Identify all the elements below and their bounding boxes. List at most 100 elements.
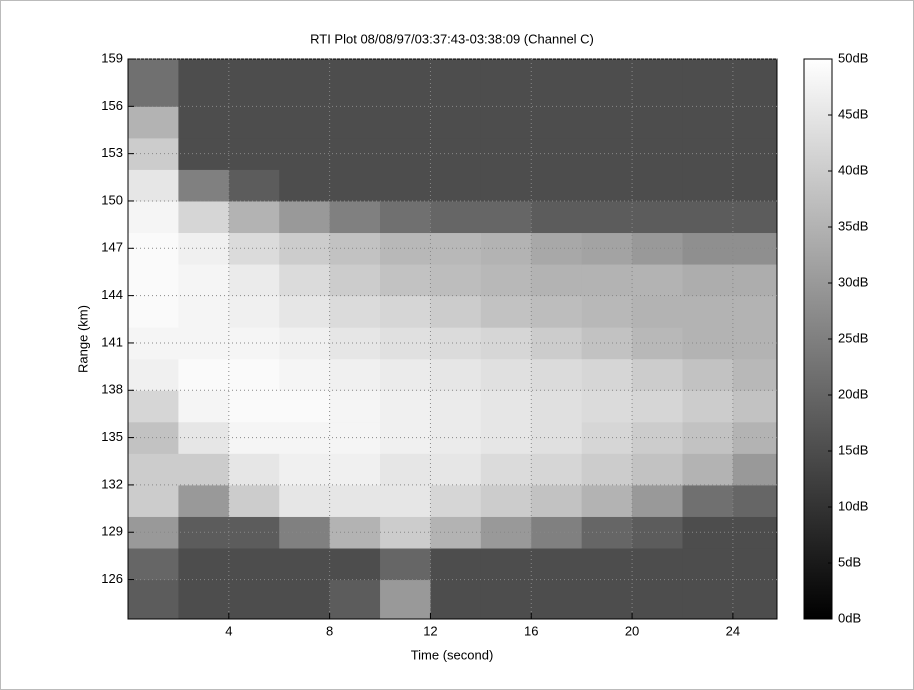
cell	[128, 390, 179, 423]
cell	[178, 579, 230, 619]
cell	[430, 421, 482, 454]
colorbar-tick-label: 30dB	[838, 274, 868, 289]
cell	[228, 358, 280, 391]
cell	[279, 106, 331, 139]
x-tick-label: 12	[423, 623, 437, 638]
cell	[682, 390, 734, 423]
cell	[430, 548, 482, 581]
cell	[531, 264, 583, 297]
cell	[329, 548, 381, 581]
cell	[531, 579, 583, 619]
cell	[531, 106, 583, 139]
x-axis-label: Time (second)	[411, 647, 494, 662]
cell	[480, 358, 532, 391]
cell	[228, 264, 280, 297]
cell	[329, 453, 381, 486]
cell	[178, 295, 230, 328]
cell	[531, 358, 583, 391]
cell	[279, 579, 331, 619]
cell	[329, 295, 381, 328]
colorbar-tick-label: 15dB	[838, 442, 868, 457]
cell	[732, 200, 777, 234]
cell	[178, 358, 230, 391]
cell	[581, 264, 633, 297]
y-tick-label: 129	[101, 524, 123, 539]
cell	[581, 358, 633, 391]
cell	[531, 453, 583, 486]
colorbar-tick-label: 25dB	[838, 330, 868, 345]
cell	[732, 295, 777, 328]
cell	[632, 232, 683, 265]
y-tick-label: 147	[101, 240, 123, 255]
cell	[480, 137, 532, 170]
colorbar-tick-label: 10dB	[838, 498, 868, 513]
colorbar-tick-label: 20dB	[838, 386, 868, 401]
cell	[380, 327, 431, 360]
cell	[329, 390, 381, 423]
cell	[228, 484, 280, 517]
cell	[430, 59, 482, 107]
cell	[128, 200, 179, 234]
cell	[632, 295, 683, 328]
colorbar	[803, 58, 833, 620]
cell	[329, 579, 381, 619]
cell	[732, 484, 777, 517]
cell	[480, 421, 532, 454]
cell	[632, 59, 683, 107]
cell	[279, 390, 331, 423]
cell	[380, 358, 431, 391]
cell	[128, 579, 179, 619]
cell	[380, 548, 431, 581]
cell	[581, 106, 633, 139]
cell	[128, 59, 179, 107]
heatmap	[128, 59, 777, 619]
cell	[632, 484, 683, 517]
cell	[279, 200, 331, 234]
cell	[682, 484, 734, 517]
y-tick-label: 132	[101, 476, 123, 491]
cell	[279, 358, 331, 391]
cell	[732, 59, 777, 107]
cell	[632, 516, 683, 549]
cell	[581, 169, 633, 202]
cell	[380, 137, 431, 170]
cell	[430, 295, 482, 328]
cell	[380, 579, 431, 619]
cell	[581, 295, 633, 328]
cell	[228, 327, 280, 360]
cell	[380, 484, 431, 517]
cell	[632, 453, 683, 486]
cell	[682, 106, 734, 139]
cell	[430, 327, 482, 360]
cell	[380, 59, 431, 107]
cell	[632, 106, 683, 139]
cell	[228, 106, 280, 139]
cell	[732, 579, 777, 619]
cell	[228, 200, 280, 234]
cell	[279, 548, 331, 581]
y-tick-label: 153	[101, 145, 123, 160]
cell	[128, 264, 179, 297]
cell	[531, 169, 583, 202]
y-tick-label: 150	[101, 192, 123, 207]
cell	[178, 169, 230, 202]
cell	[480, 295, 532, 328]
y-tick-label: 138	[101, 382, 123, 397]
cell	[228, 295, 280, 328]
cell	[380, 200, 431, 234]
cell	[480, 579, 532, 619]
cell	[682, 579, 734, 619]
cell	[682, 200, 734, 234]
cell	[480, 264, 532, 297]
y-tick-label: 144	[101, 287, 123, 302]
x-tick-label: 20	[625, 623, 639, 638]
chart-title: RTI Plot 08/08/97/03:37:43-03:38:09 (Cha…	[310, 31, 594, 46]
y-axis-label: Range (km)	[75, 305, 90, 373]
cell	[329, 264, 381, 297]
x-tick-label: 24	[726, 623, 740, 638]
cell	[632, 548, 683, 581]
cell	[178, 453, 230, 486]
cell	[228, 169, 280, 202]
cell	[380, 295, 431, 328]
